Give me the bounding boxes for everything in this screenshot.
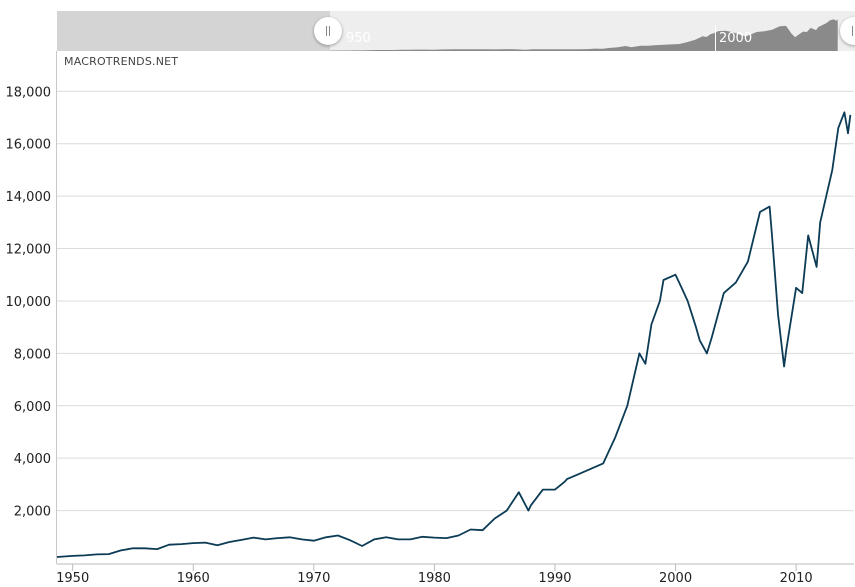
- y-tick-label: 6,000: [14, 400, 51, 415]
- navigator-left-handle[interactable]: [314, 17, 342, 45]
- x-axis: 1950 1960 1970 1980 1990 2000 2010: [56, 563, 854, 586]
- grip-line-icon: [326, 26, 327, 36]
- navigator-unselected-range: [57, 11, 330, 51]
- series-line: [56, 111, 852, 558]
- range-navigator[interactable]: 950 2000: [57, 11, 855, 51]
- x-tick-label: 1970: [297, 571, 330, 586]
- navigator-series-preview: [330, 19, 838, 51]
- y-tick-label: 14,000: [6, 190, 52, 205]
- x-tick-label: 1950: [56, 571, 89, 586]
- gridlines: [57, 90, 854, 512]
- y-tick-label: 2,000: [14, 505, 51, 520]
- x-tick-label: 1960: [177, 571, 210, 586]
- watermark: MACROTRENDS.NET: [64, 55, 179, 68]
- plot-area[interactable]: [56, 51, 855, 564]
- x-tick-label: 2000: [659, 571, 692, 586]
- y-axis: 2,000 4,000 6,000 8,000 10,000 12,000 14,000 16…: [6, 85, 52, 519]
- x-tick-label: 1990: [538, 571, 571, 586]
- grip-line-icon: [329, 26, 330, 36]
- grip-line-icon: [852, 26, 853, 36]
- y-tick-label: 16,000: [6, 138, 52, 153]
- navigator-year-divider: [715, 25, 716, 51]
- y-tick-label: 12,000: [6, 243, 52, 258]
- x-tick-label: 1980: [418, 571, 451, 586]
- navigator-right-handle[interactable]: [840, 17, 855, 45]
- y-tick-label: 10,000: [6, 295, 52, 310]
- navigator-start-year-label: 950: [346, 31, 371, 46]
- y-tick-label: 8,000: [14, 347, 51, 362]
- y-tick-label: 18,000: [6, 85, 52, 100]
- navigator-year-label: 2000: [719, 31, 753, 46]
- y-tick-label: 4,000: [14, 452, 51, 467]
- x-tick-label: 2010: [780, 571, 813, 586]
